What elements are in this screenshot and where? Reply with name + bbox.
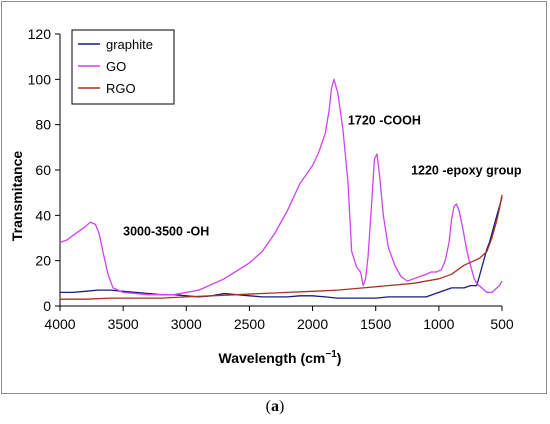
series-line-graphite [60, 197, 503, 299]
x-tick-label: 1500 [360, 316, 391, 332]
caption-open: ( [265, 398, 271, 415]
x-tick-label: 2500 [234, 316, 265, 332]
transmittance-chart: 0 20 40 60 80 100 120 4000 3500 3000 2500 2000 1500 1… [9, 26, 538, 366]
y-tick-label: 20 [35, 253, 51, 269]
y-tick-label: 80 [35, 117, 51, 133]
legend-box [71, 29, 175, 105]
y-tick-label: 40 [35, 207, 51, 223]
x-axis-unit-exp: −1 [325, 349, 337, 360]
series-layer [59, 78, 503, 300]
y-tick-label: 120 [28, 26, 52, 42]
x-axis-unit-close: ) [337, 350, 342, 366]
x-axis-title: Wavelength (cm−1) [219, 349, 342, 366]
x-tick-label: 500 [490, 316, 514, 332]
series-line-rgo [60, 194, 503, 300]
annotation-bg [119, 222, 224, 241]
legend-label: graphite [106, 37, 153, 52]
annotation-layer: 1720 -COOH 1220 -epoxy group 3000-3500 -OH [119, 111, 538, 241]
x-tick-label: 3500 [108, 316, 139, 332]
x-tick-label: 3000 [171, 316, 202, 332]
annotation-bg [343, 111, 436, 130]
y-axis-title: Transmitance [9, 151, 25, 241]
x-axis-unit-base: cm [305, 350, 325, 366]
caption-close: ) [279, 398, 285, 415]
annotation-label: 1720 -COOH [348, 114, 421, 128]
x-axis-title-text: Wavelength [219, 350, 297, 366]
y-tick-label: 60 [35, 162, 51, 178]
annotation-bg [407, 161, 538, 180]
y-tick-label: 0 [43, 298, 51, 314]
legend: graphite GO RGO [71, 29, 175, 105]
x-tick-label: 4000 [44, 316, 75, 332]
legend-label: GO [106, 59, 126, 74]
series-line-go [59, 78, 503, 296]
axes: 0 20 40 60 80 100 120 4000 3500 3000 2500 2000 1500 1… [28, 26, 514, 332]
figure-caption: (a) [0, 398, 550, 416]
x-tick-label: 1000 [423, 316, 454, 332]
annotation-label: 3000-3500 -OH [123, 225, 209, 239]
y-tick-label: 100 [28, 71, 52, 87]
x-axis-unit-open: ( [297, 350, 306, 366]
x-tick-label: 2000 [297, 316, 328, 332]
legend-label: RGO [106, 81, 136, 96]
caption-label: a [271, 398, 279, 415]
annotation-label: 1220 -epoxy group [411, 164, 522, 178]
